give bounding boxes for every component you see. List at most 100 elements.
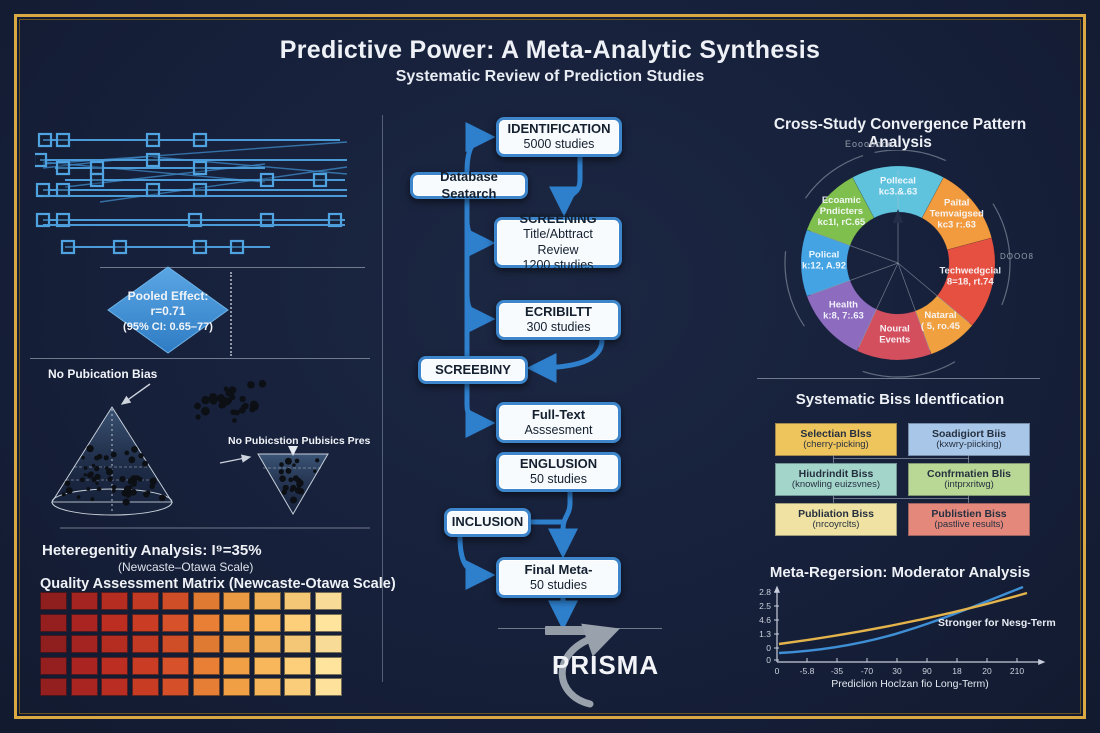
- donut-segment-label: Noural: [880, 323, 910, 334]
- quality-cell: [131, 656, 159, 675]
- bias-box-title: Publiation Biss: [798, 508, 874, 520]
- bias-box-1: Selectian Blss (cherry-picking): [775, 423, 897, 456]
- donut-title: Cross-Study Convergence Pattern Analysis: [773, 116, 1027, 151]
- bias-box-title: Publistien Biss: [931, 508, 1007, 520]
- heterogeneity-text: Heteregenitiy Analysis: I⁹=35%: [42, 542, 262, 559]
- pooled-effect-diamond: Pooled Effect:r=0.71 (95% CI: 0.65–77): [107, 266, 229, 354]
- flow-box-subtitle: 5000 studies: [523, 137, 595, 152]
- svg-text:Pooled Effect:: Pooled Effect:: [128, 289, 209, 303]
- quality-cell: [162, 635, 189, 653]
- flow-side-box-label: Database Seatarch: [440, 169, 498, 201]
- quality-cell: [284, 656, 311, 675]
- quality-cell: [223, 592, 250, 610]
- flow-box-title: ENGLUSION: [519, 456, 598, 472]
- prisma-flow-arrows: [457, 122, 605, 631]
- donut-segment-label: 8=18, rt.74: [947, 277, 994, 288]
- funnel-plots: No Pubication Bias No Pubicstion Pubisics…: [48, 367, 370, 529]
- quality-cell: [101, 613, 128, 632]
- svg-text:-5.8: -5.8: [800, 666, 815, 676]
- flow-side-box-inclusion: INCLUSION: [444, 508, 531, 537]
- svg-text:18: 18: [952, 666, 962, 676]
- flow-box-title: IDENTIFICATION: [507, 121, 611, 137]
- quality-cell: [284, 635, 311, 653]
- donut-segment-label: kc3.&.63: [879, 187, 918, 198]
- donut-segment-label: Health: [829, 299, 858, 310]
- quality-cell: [192, 678, 220, 696]
- bias-box-5: Publiation Biss (nrcoyrclts): [775, 503, 897, 536]
- bias-box-6: Publistien Biss (pastlive results): [908, 503, 1030, 536]
- flow-box-title: SCREENING: [519, 210, 597, 226]
- flow-box-subtitle: Asssesment: [524, 422, 593, 437]
- quality-cell: [192, 592, 220, 610]
- quality-cell: [40, 678, 67, 696]
- separator-line: [757, 378, 1040, 379]
- bias-box-subtitle: (knowling euizsvnes): [791, 479, 881, 491]
- quality-cell: [314, 678, 342, 696]
- footer-bar: [545, 626, 587, 635]
- quality-cell: [253, 592, 281, 610]
- flow-side-box-label: SCREEBINY: [435, 361, 511, 377]
- flow-box-final-meta-: Final Meta- 50 studies: [496, 557, 621, 598]
- donut-segment-label: Ecoamic: [822, 195, 861, 206]
- donut-segment-label: Polical: [809, 250, 840, 261]
- quality-cell: [162, 656, 189, 675]
- bias-connector-line: [968, 455, 969, 463]
- forest-plot: [35, 132, 348, 255]
- funnel-left-label: No Pubication Bias: [48, 367, 158, 381]
- bias-connector-line: [833, 458, 969, 459]
- quality-cell: [253, 678, 281, 696]
- bias-box-title: Soadigiort Biis: [931, 428, 1007, 440]
- quality-cell: [162, 678, 189, 696]
- svg-text:30: 30: [892, 666, 902, 676]
- donut-segment-label: Paital: [944, 197, 969, 208]
- donut-segment-label: Techwedgcial: [939, 266, 1001, 277]
- svg-text:0: 0: [766, 655, 771, 665]
- quality-cell: [70, 656, 98, 675]
- flow-box-subtitle: 50 studies: [530, 577, 587, 592]
- donut-segment-label: Pndicters: [820, 206, 863, 217]
- bias-box-3: Hiudrindit Biss (knowling euizsvnes): [775, 463, 897, 496]
- donut-segment-label: k:8, 7:.63: [823, 310, 864, 321]
- quality-cell: [162, 592, 189, 610]
- page-title: Predictive Power: A Meta-Analytic Synthe…: [279, 36, 821, 64]
- quality-cell: [131, 678, 159, 696]
- svg-text:r=0.71: r=0.71: [150, 304, 185, 318]
- quality-cell: [284, 592, 311, 610]
- donut-top-note: Eoooooce: [845, 139, 894, 149]
- quality-cell: [284, 678, 311, 696]
- heterogeneity-scale-text: (Newcaste–Otawa Scale): [118, 560, 254, 574]
- quality-cell: [223, 656, 250, 675]
- flow-side-box-screebiny: SCREEBINY: [418, 356, 528, 384]
- svg-text:2.8: 2.8: [759, 587, 771, 597]
- donut-side-note: DOOO8: [1000, 252, 1034, 261]
- regression-title: Meta-Regersion: Moderator Analysis: [769, 564, 1031, 581]
- svg-text:-35: -35: [831, 666, 844, 676]
- quality-cell: [70, 635, 98, 653]
- bias-box-subtitle: (cherry-picking): [803, 439, 869, 451]
- quality-cell: [162, 613, 189, 632]
- funnel-right-label: No Pubicstion Pubisics Present: [228, 435, 370, 447]
- bias-box-title: Selectian Blss: [800, 428, 872, 440]
- flow-box-title: Full-Text: [531, 406, 586, 422]
- flow-side-box-database-seatarch: Database Seatarch: [410, 169, 528, 201]
- bias-connector-line: [833, 498, 969, 499]
- flow-box-screening: SCREENING Title/Abttract Review 1200 studi…: [494, 211, 622, 272]
- bias-section-title: Systematic Biss Identfication: [795, 391, 1005, 408]
- svg-text:20: 20: [982, 666, 992, 676]
- donut-segment-label: kc1l, rC.65: [818, 217, 866, 228]
- flow-box-subtitle: Title/Abttract Review: [523, 227, 593, 257]
- bias-connector-line: [833, 455, 834, 463]
- flow-box-ecribiltt: ECRIBILTT 300 studies: [496, 300, 621, 340]
- flow-box-subtitle: 300 studies: [526, 320, 591, 335]
- quality-cell: [314, 592, 342, 610]
- quality-cell: [314, 656, 342, 675]
- quality-cell: [101, 592, 128, 610]
- quality-cell: [40, 635, 67, 653]
- donut-segment-label: kc3 r:.63: [937, 219, 976, 230]
- quality-cell: [223, 613, 250, 632]
- flow-box-full-text: Full-Text Asssesment: [496, 402, 621, 443]
- svg-text:4.6: 4.6: [759, 615, 771, 625]
- donut-segment-label: Pollecal: [880, 176, 916, 187]
- svg-text:210: 210: [1010, 666, 1024, 676]
